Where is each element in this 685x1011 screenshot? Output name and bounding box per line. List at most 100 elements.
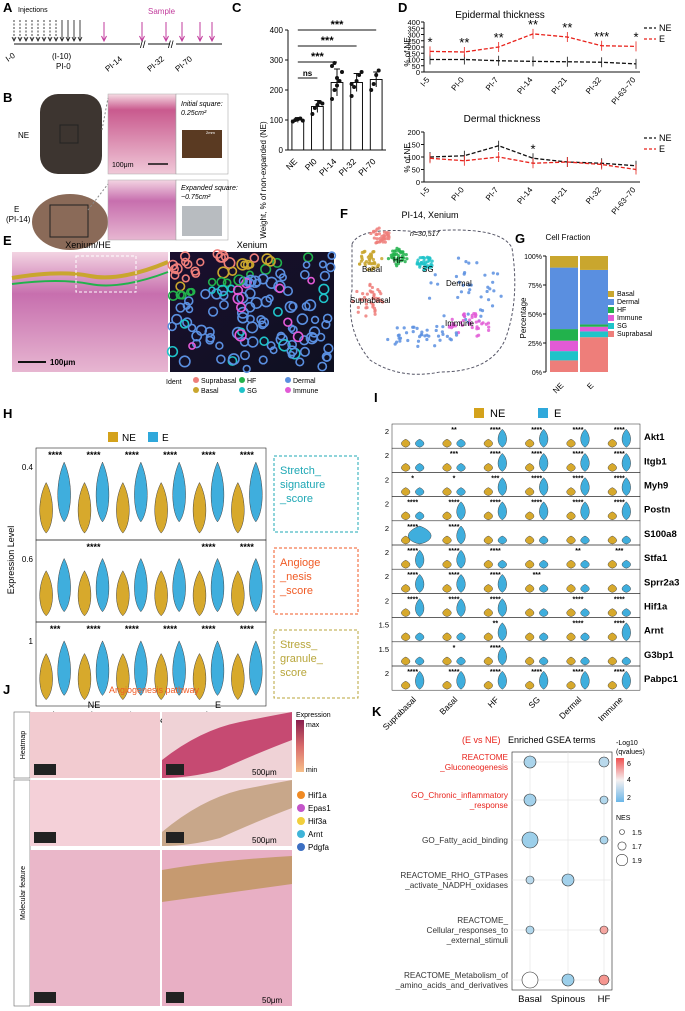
umap-point	[369, 252, 373, 256]
umap-point	[450, 317, 454, 321]
panel-letter-f: F	[340, 206, 348, 221]
i-star: ****	[407, 524, 418, 531]
i-xtick-label: SG	[526, 695, 542, 711]
panel-f-umap: PI-14, Xenium n=30,517 Basal HF SG Derma…	[349, 210, 516, 375]
expanded-square-photo	[182, 206, 222, 236]
d-star: *	[633, 29, 638, 44]
i-violin-ne	[607, 680, 617, 690]
g-legend-swatch	[608, 323, 614, 329]
i-star: ****	[573, 621, 584, 628]
umap-point	[405, 257, 409, 261]
i-violin-e	[621, 656, 631, 666]
i-star: **	[451, 427, 457, 434]
d-ytick-label: 0	[416, 68, 420, 77]
c-ytick-label: 100	[270, 116, 284, 125]
xenium-cell	[185, 288, 195, 297]
i-row-frame	[391, 617, 641, 643]
k-dot	[525, 925, 535, 935]
umap-point	[366, 267, 370, 272]
g-ytick-label: 100%	[524, 254, 542, 261]
umap-point	[416, 344, 420, 349]
h-star: ****	[201, 542, 216, 552]
j-expression-label: Expression	[296, 712, 331, 719]
i-violin-ne	[566, 487, 576, 496]
i-star: ****	[490, 451, 501, 458]
d-xtick-label: I-5	[419, 185, 432, 198]
xenium-cell	[318, 283, 330, 295]
g-title: Cell Fraction	[546, 233, 591, 242]
xenium-cell	[310, 315, 320, 325]
umap-point	[427, 266, 432, 270]
umap-point	[459, 320, 463, 325]
ne-square-mark	[59, 124, 79, 144]
j-legend-label: Pdgfa	[308, 843, 329, 852]
i-star: ****	[407, 500, 418, 507]
i-violin-e	[621, 584, 631, 593]
i-violin-e	[539, 477, 549, 496]
sample-arrowhead	[139, 35, 145, 43]
umap-point	[479, 295, 483, 299]
umap-point	[461, 283, 465, 287]
ident-legend: Suprabasal HF Dermal Basal SG Immune	[193, 377, 318, 395]
xenium-cell	[256, 315, 266, 325]
h-violin-ne	[154, 570, 168, 617]
d1-ylabel: % of NE	[403, 37, 412, 66]
d-legend-label: E	[659, 144, 665, 154]
i-violin-e	[497, 622, 507, 642]
h-score-label: score	[280, 667, 307, 679]
g-stack-segment	[550, 360, 578, 372]
i-violin-e	[456, 670, 466, 690]
i-violin-e	[539, 670, 549, 690]
i-violin-ne	[401, 438, 411, 448]
i-violin-e	[580, 477, 590, 496]
h-violin-e	[172, 461, 186, 523]
umap-point	[483, 273, 487, 277]
umap-point	[376, 263, 380, 267]
i-legend-e-swatch	[538, 408, 548, 418]
xenium-cell	[302, 261, 311, 269]
i-row-ytick: 2	[385, 475, 389, 484]
i-star: ****	[614, 475, 625, 482]
xenium-cell	[170, 270, 180, 280]
i-violin-e	[415, 438, 425, 448]
zoom-line-e	[87, 183, 109, 211]
i-violin-e	[456, 656, 466, 666]
i-violin-ne	[525, 535, 535, 545]
h-star: ****	[48, 450, 63, 460]
xenium-cell	[211, 288, 223, 300]
umap-point	[468, 318, 472, 322]
umap-point	[475, 261, 479, 265]
xenium-cell	[183, 259, 193, 269]
cluster-dermal: Dermal	[446, 279, 472, 288]
xenium-cell	[240, 350, 250, 361]
i-violin-ne	[566, 535, 576, 545]
i-violin-ne	[401, 680, 411, 690]
xenium-cell	[319, 270, 331, 282]
umap-point	[491, 271, 495, 275]
k-dot	[523, 793, 537, 807]
g-stack-segment	[550, 256, 578, 268]
umap-point	[433, 344, 437, 348]
h-violin-ne	[154, 481, 168, 534]
xenium-cell	[179, 319, 190, 329]
k-legend-q-2: (qvalues)	[616, 749, 645, 756]
d2-ylabel: % of NE	[403, 143, 412, 172]
i-star: ****	[531, 500, 542, 507]
i-violin-ne	[401, 559, 411, 569]
j-row-heatmap: Heatmap	[20, 731, 27, 760]
xenium-cell	[275, 283, 285, 294]
h-score-label: _nesis	[279, 571, 312, 583]
i-gene-label: Akt1	[644, 432, 665, 443]
i-star: ****	[573, 596, 584, 603]
k-term-label: Cellular_responses_to	[427, 926, 509, 935]
g-stack-segment	[580, 331, 608, 338]
k-col-label: Spinous	[551, 994, 586, 1005]
i-star: *	[453, 475, 456, 482]
d-star: **	[494, 30, 504, 45]
c-point	[335, 76, 339, 80]
i-star: *	[453, 645, 456, 652]
umap-point	[400, 256, 405, 260]
sample-arrowhead	[209, 35, 215, 43]
umap-point	[351, 300, 355, 304]
i-violin-e	[415, 463, 425, 472]
